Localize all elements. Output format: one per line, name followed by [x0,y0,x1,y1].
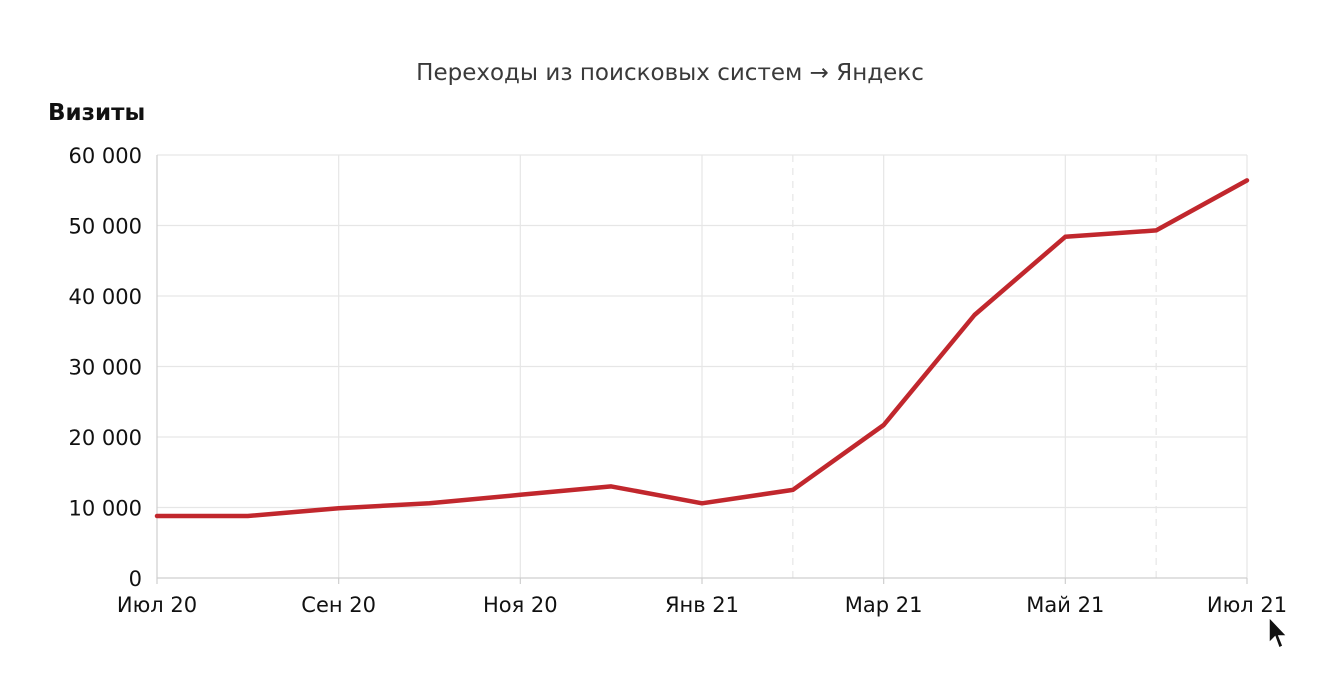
axes [156,155,1248,584]
x-tick-label: Май 21 [1026,593,1104,617]
y-tick-label: 30 000 [69,356,142,380]
series-group [154,178,1250,519]
series-line [154,178,1250,519]
mouse-pointer-icon [1268,615,1289,650]
y-tick-label: 0 [129,567,142,591]
y-axis-title: Визиты [48,100,145,126]
x-tick-label: Янв 21 [665,593,739,617]
y-tick-label: 50 000 [69,215,142,239]
grid [157,154,1248,578]
x-tick-label: Сен 20 [301,593,376,617]
x-tick-label: Июл 21 [1207,593,1287,617]
y-tick-labels: 0 10 000 20 000 30 000 40 000 50 000 60 000 [69,144,142,591]
x-tick-label: Июл 20 [117,593,197,617]
y-tick-label: 40 000 [69,285,142,309]
y-tick-label: 10 000 [69,497,142,521]
x-tick-label: Ноя 20 [483,593,558,617]
chart-title: Переходы из поисковых систем → Яндекс [416,60,924,86]
x-tick-labels: Июл 20 Сен 20 Ноя 20 Янв 21 Мар 21 Май 21 Июл … [117,593,1287,617]
x-tick-label: Мар 21 [845,593,923,617]
y-tick-label: 60 000 [69,144,142,168]
y-tick-label: 20 000 [69,426,142,450]
